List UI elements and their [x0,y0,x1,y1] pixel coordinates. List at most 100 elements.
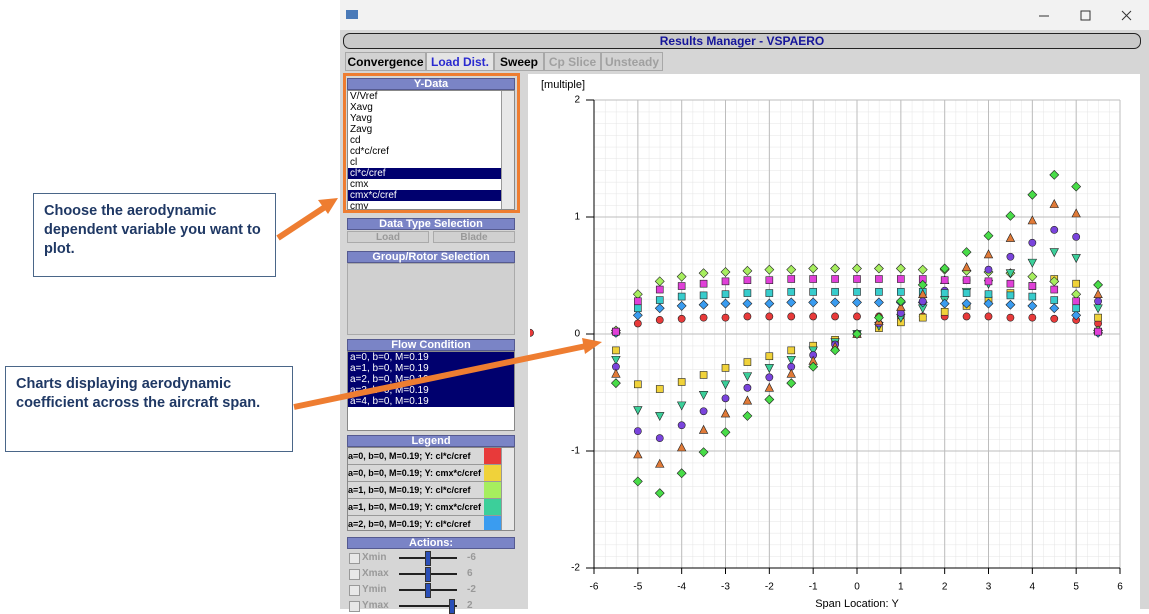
data-point [743,383,752,392]
slider-knob[interactable] [425,551,431,566]
checkbox[interactable] [349,585,360,596]
data-point [742,372,753,382]
data-point [699,279,708,288]
slider-knob[interactable] [449,599,455,614]
slider-knob[interactable] [425,567,431,582]
data-point [1072,279,1080,288]
tab[interactable]: Cp Slice [544,52,601,71]
data-point [984,265,993,274]
data-point [530,328,534,337]
data-point [698,268,709,279]
data-point [677,282,686,290]
list-item[interactable]: Yavg [350,113,373,124]
data-point [764,382,775,392]
data-point [940,289,949,297]
button[interactable]: Blade [433,231,515,243]
data-point [853,288,861,296]
data-point [897,275,905,283]
data-point [698,424,709,434]
legend-list: a=0, b=0, M=0.19; Y: cl*c/cref a=0, b=0, … [347,447,515,531]
list-item[interactable]: a=1, b=0, M=0.19 [348,363,514,374]
data-point [743,312,752,321]
data-point [808,346,818,356]
data-point [809,312,818,321]
tab[interactable]: Load Dist. [426,52,494,71]
data-point [808,263,819,274]
flow-list[interactable]: a=0, b=0, M=0.19 a=1, b=0, M=0.19 a=2, b=0… [347,351,515,431]
data-point [830,297,841,308]
ydata-list[interactable]: V/Vref Xavg Yavg Zavg cd cd*c/cref cl cl*c/cref… [347,90,515,210]
data-point [610,378,621,389]
list-item[interactable]: cl*c/cref [348,168,501,179]
checkbox[interactable] [349,569,360,580]
button[interactable]: Load [347,231,429,243]
action-label: Ymax [362,600,389,611]
data-point [699,371,708,379]
data-point [720,298,731,309]
highlight-box [343,73,520,213]
list-item[interactable]: a=4, b=0, M=0.19 [348,396,514,407]
data-point [830,263,841,274]
data-point [1005,269,1016,279]
data-point [1050,314,1059,323]
data-point [654,303,665,314]
data-point [940,307,949,316]
data-point [677,314,686,323]
data-point [787,346,796,355]
list-item[interactable]: cmx*c/cref [348,190,501,201]
data-point [852,263,862,274]
data-point [897,288,905,296]
data-point [1005,210,1016,221]
data-point [961,247,972,258]
data-point [809,288,817,296]
group-list[interactable] [347,263,515,335]
data-point [808,297,819,308]
scrollbar[interactable] [501,448,514,530]
list-item[interactable]: V/Vref [350,91,378,102]
data-point [873,297,884,308]
action-row: Xmax 6 [347,566,515,582]
data-point [1006,291,1015,300]
checkbox[interactable] [349,553,360,564]
list-item[interactable]: a=2, b=0, M=0.19 [348,374,514,385]
data-point [875,288,883,296]
data-point [809,275,817,283]
list-item[interactable]: Zavg [350,124,373,135]
data-point [764,394,775,405]
data-point [940,276,949,284]
data-point [1050,285,1059,294]
legend-swatch [484,482,503,498]
x-tick-label: 1 [898,582,904,593]
x-tick-label: -1 [809,582,818,593]
data-point [742,298,753,309]
list-item[interactable]: Xavg [350,102,373,113]
list-item[interactable]: cd*c/cref [350,146,389,157]
data-point [743,276,752,284]
data-point [895,263,906,274]
action-label: Ymin [362,584,387,595]
data-point [1071,208,1081,218]
maximize[interactable] [1080,10,1091,21]
list-item[interactable]: cmy [350,201,369,210]
data-point [611,355,621,365]
slider-track[interactable] [399,605,457,607]
slider-knob[interactable] [425,583,431,598]
list-item[interactable]: cl [350,157,358,168]
list-item[interactable]: cmx [350,179,369,190]
data-point [698,447,709,458]
data-point [698,299,709,310]
scrollbar[interactable] [501,91,514,209]
checkbox[interactable] [349,601,360,612]
list-item[interactable]: a=3, b=0, M=0.19 [348,385,514,396]
data-point [962,276,971,284]
y-tick-label: 2 [574,95,580,106]
chart: [multiple] Span Location: Y -6 -5 -4 -3 -2 -1… [530,79,1123,609]
tab[interactable]: Convergence [345,52,426,71]
data-point [743,289,752,297]
tab[interactable]: Sweep [494,52,544,71]
list-item[interactable]: cd [350,135,361,146]
tab[interactable]: Unsteady [601,52,663,71]
list-item[interactable]: a=0, b=0, M=0.19 [348,352,514,363]
action-label: Xmin [362,552,387,563]
close[interactable] [1121,10,1132,21]
